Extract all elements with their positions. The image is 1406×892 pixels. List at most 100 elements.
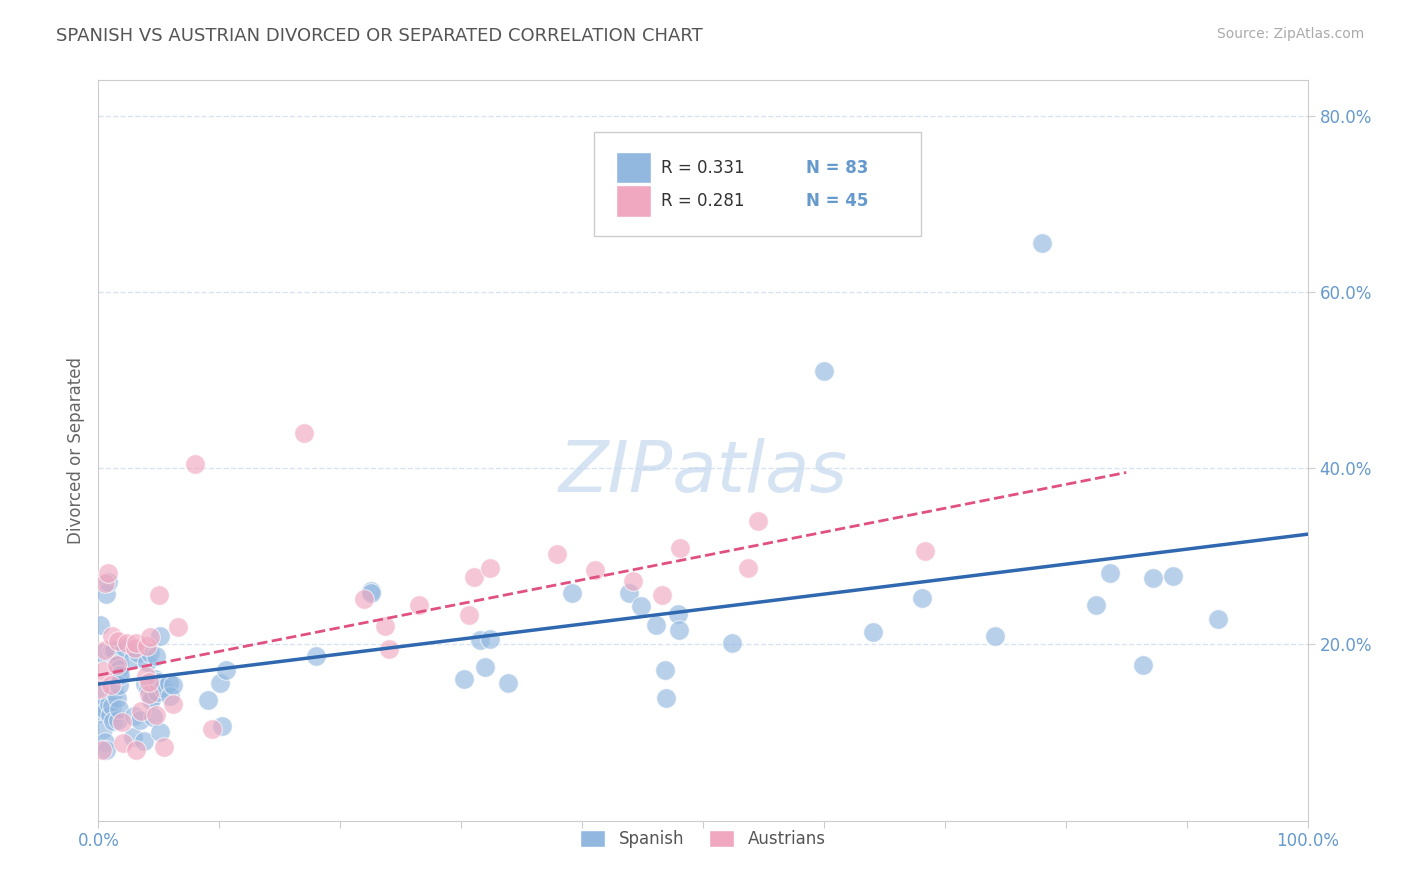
Point xyxy=(131,704,153,718)
Point xyxy=(458,607,481,622)
Point xyxy=(98,707,121,722)
Point xyxy=(621,574,644,588)
Point xyxy=(1031,236,1053,251)
Point xyxy=(305,648,328,663)
Point xyxy=(122,708,145,723)
Point xyxy=(108,702,131,716)
Text: R = 0.281: R = 0.281 xyxy=(661,192,744,210)
Point xyxy=(91,722,114,736)
Point xyxy=(127,646,149,660)
Y-axis label: Divorced or Separated: Divorced or Separated xyxy=(66,357,84,544)
Point xyxy=(153,740,176,755)
Text: Source: ZipAtlas.com: Source: ZipAtlas.com xyxy=(1216,27,1364,41)
Point xyxy=(94,734,117,748)
Point xyxy=(94,586,117,600)
Point xyxy=(100,677,122,691)
Point xyxy=(89,699,111,714)
Point xyxy=(103,714,125,728)
Point xyxy=(103,642,125,657)
Point xyxy=(100,698,122,713)
Point xyxy=(167,620,190,634)
Point xyxy=(89,618,111,632)
Point xyxy=(136,655,159,669)
Point xyxy=(668,623,690,637)
Point xyxy=(94,704,117,718)
Point xyxy=(108,667,131,681)
Point xyxy=(124,641,146,656)
Point xyxy=(139,646,162,660)
Point xyxy=(134,676,156,690)
Point xyxy=(90,743,112,757)
Point xyxy=(378,642,401,657)
Point xyxy=(408,598,430,612)
Point xyxy=(479,632,502,646)
Point xyxy=(93,643,115,657)
Point xyxy=(747,514,769,528)
Point xyxy=(148,588,170,602)
Point xyxy=(360,586,382,600)
Point xyxy=(149,725,172,739)
Point xyxy=(145,648,167,663)
Point xyxy=(143,672,166,686)
Point xyxy=(108,668,131,682)
Point xyxy=(108,663,131,677)
Point xyxy=(141,693,163,707)
Point xyxy=(654,663,676,677)
Point xyxy=(984,629,1007,643)
Point xyxy=(149,629,172,643)
Point xyxy=(546,547,568,561)
Point xyxy=(152,681,174,695)
Point xyxy=(1208,612,1230,626)
Point xyxy=(617,586,640,600)
Point xyxy=(162,697,184,711)
Legend: Spanish, Austrians: Spanish, Austrians xyxy=(572,822,834,856)
Point xyxy=(914,544,936,558)
Point xyxy=(292,425,315,440)
Point xyxy=(121,652,143,666)
Point xyxy=(654,691,676,706)
Point xyxy=(101,643,124,657)
Point xyxy=(353,591,375,606)
Point xyxy=(94,743,117,757)
Point xyxy=(107,691,129,706)
Point xyxy=(463,570,485,584)
Point xyxy=(813,364,835,378)
FancyBboxPatch shape xyxy=(595,132,921,235)
Point xyxy=(211,719,233,733)
Point xyxy=(630,599,652,613)
FancyBboxPatch shape xyxy=(616,153,651,183)
Point xyxy=(125,636,148,650)
Point xyxy=(105,658,128,673)
Point xyxy=(138,675,160,690)
Point xyxy=(1142,571,1164,585)
Point xyxy=(478,560,501,574)
Point xyxy=(107,713,129,727)
Point xyxy=(209,676,232,690)
Point xyxy=(1132,657,1154,672)
Point xyxy=(107,633,129,648)
Point xyxy=(103,685,125,699)
Point xyxy=(139,631,162,645)
Point xyxy=(159,690,181,704)
Point xyxy=(89,687,111,701)
Point xyxy=(162,678,184,692)
Point xyxy=(111,714,134,729)
Point xyxy=(97,566,120,580)
Point xyxy=(134,733,156,747)
Point xyxy=(136,639,159,653)
Point xyxy=(142,709,165,723)
Point xyxy=(114,641,136,656)
Point xyxy=(96,575,118,590)
Point xyxy=(135,669,157,683)
Point xyxy=(651,589,673,603)
Text: N = 83: N = 83 xyxy=(806,159,868,177)
Point xyxy=(89,681,111,696)
Point xyxy=(145,707,167,722)
Point xyxy=(669,541,692,555)
Point xyxy=(94,576,117,591)
Point xyxy=(104,657,127,671)
Point xyxy=(1085,598,1108,612)
Point xyxy=(862,625,884,640)
Point xyxy=(474,659,496,673)
Point xyxy=(107,657,129,671)
